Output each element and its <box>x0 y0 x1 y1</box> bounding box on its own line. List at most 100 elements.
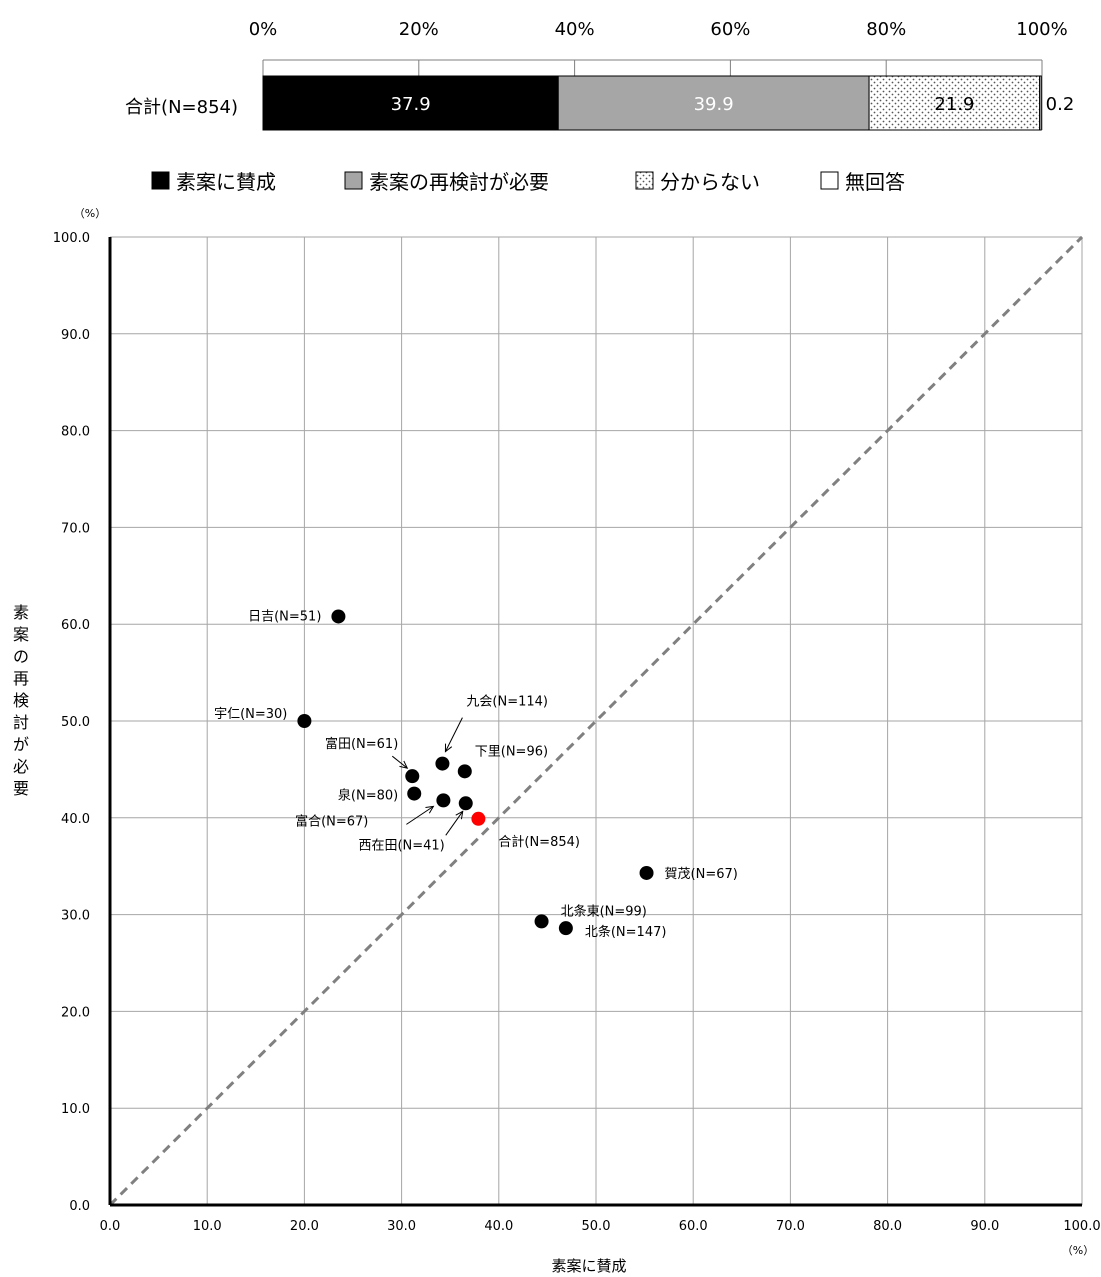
y-tick-labels: 0.0 10.0 20.0 30.0 40.0 50.0 60.0 70.0 80.0 90.0 1… <box>53 231 90 1214</box>
scatter-point <box>639 865 654 880</box>
bar-legend: 素案に賛成 素案の再検討が必要 分からない 無回答 <box>151 170 905 194</box>
y-axis-title-char: 要 <box>13 779 29 798</box>
x-tick-label: 0.0 <box>100 1219 121 1234</box>
bar-category-label: 合計(N=854) <box>125 97 238 118</box>
point-label: 宇仁(N=30) <box>214 707 287 722</box>
leader-arrow <box>391 755 408 769</box>
stacked-bar-chart: 0% 20% 40% 60% 80% 100% 37.9 39.9 21.9 0.2 合計(N=… <box>125 19 1074 194</box>
y-axis-title-char: 案 <box>13 625 29 644</box>
point-label: 賀茂(N=67) <box>665 867 738 882</box>
legend-label: 無回答 <box>845 170 905 194</box>
annotation-arrows <box>391 717 464 836</box>
x-axis-title: 素案に賛成 <box>551 1257 626 1275</box>
bar-tick-label: 40% <box>555 19 595 40</box>
scatter-point <box>405 769 420 784</box>
y-axis-title-char: の <box>13 647 29 666</box>
scatter-point <box>297 714 312 728</box>
scatter-point <box>558 921 573 936</box>
legend-label: 素案の再検討が必要 <box>369 170 549 194</box>
y-axis-title: 素案の再検討が必要 <box>13 603 29 798</box>
legend-swatch <box>151 171 170 190</box>
x-tick-label: 60.0 <box>679 1219 708 1234</box>
diagonal-reference-line <box>108 235 1084 1207</box>
leader-arrow <box>444 717 463 752</box>
y-tick-label: 60.0 <box>61 618 90 633</box>
x-unit-label: （%） <box>1062 1244 1094 1257</box>
y-axis-title-char: 検 <box>13 691 29 710</box>
y-tick-label: 30.0 <box>61 909 90 924</box>
leader-arrowhead <box>444 743 453 753</box>
point-label: 合計(N=854) <box>498 834 580 850</box>
x-tick-label: 100.0 <box>1063 1219 1100 1234</box>
bar-value-label: 21.9 <box>934 94 974 115</box>
point-label: 泉(N=80) <box>338 788 398 804</box>
bar-tick-label: 100% <box>1016 19 1067 40</box>
y-tick-label: 40.0 <box>61 812 90 827</box>
scatter-point <box>407 786 422 801</box>
point-label: 九会(N=114) <box>466 695 548 710</box>
bar-tick-label: 0% <box>249 19 278 40</box>
y-tick-label: 100.0 <box>53 231 90 246</box>
x-tick-label: 50.0 <box>582 1219 611 1234</box>
scatter-point <box>458 796 473 811</box>
point-label: 西在田(N=41) <box>358 838 444 853</box>
scatter-point <box>436 793 451 808</box>
y-axis-title-char: が <box>13 735 29 754</box>
y-axis-title-char: 素 <box>13 603 29 622</box>
reference-diagonal <box>108 235 1084 1207</box>
bar-segment-3 <box>868 75 1041 131</box>
bar-value-label: 0.2 <box>1046 94 1075 115</box>
bar-tick-label: 60% <box>710 19 750 40</box>
point-label: 下里(N=96) <box>475 744 548 759</box>
bar-segments: 37.9 39.9 21.9 0.2 <box>262 75 1075 131</box>
leader-arrow <box>406 805 434 825</box>
scatter-points <box>297 609 654 936</box>
leader-arrow <box>445 810 464 836</box>
bar-segment-1 <box>262 75 559 131</box>
point-label: 日吉(N=51) <box>248 609 321 624</box>
leader-arrowhead <box>399 760 409 769</box>
scatter-axes <box>108 237 1082 1207</box>
legend-swatch <box>344 171 363 190</box>
scatter-chart: 0.0 10.0 20.0 30.0 40.0 50.0 60.0 70.0 80.0 90.0 1… <box>13 207 1101 1275</box>
leader-arrowhead <box>455 810 464 820</box>
bar-segment-2 <box>557 75 870 131</box>
y-axis-title-char: 必 <box>13 757 29 776</box>
bar-tick-label: 80% <box>866 19 906 40</box>
legend-label: 素案に賛成 <box>176 170 276 194</box>
scatter-point <box>331 609 346 624</box>
x-tick-label: 30.0 <box>387 1219 416 1234</box>
y-tick-label: 0.0 <box>69 1199 90 1214</box>
scatter-point <box>471 811 486 826</box>
y-axis-title-char: 討 <box>13 713 29 732</box>
bar-segment-4 <box>1039 75 1042 131</box>
legend-swatch <box>820 171 839 190</box>
y-unit-label: （%） <box>74 207 106 220</box>
x-tick-label: 90.0 <box>970 1219 999 1234</box>
point-label: 富田(N=61) <box>325 736 398 752</box>
leader-arrowhead <box>425 805 435 814</box>
bar-value-label: 39.9 <box>694 94 734 115</box>
y-tick-label: 10.0 <box>61 1102 90 1117</box>
point-label: 北条(N=147) <box>585 924 667 940</box>
x-tick-label: 80.0 <box>873 1219 902 1234</box>
x-tick-labels: 0.0 10.0 20.0 30.0 40.0 50.0 60.0 70.0 80.0 90.0 1… <box>100 1219 1101 1234</box>
bar-value-label: 37.9 <box>391 94 431 115</box>
x-tick-label: 20.0 <box>290 1219 319 1234</box>
scatter-point <box>457 764 472 779</box>
point-label: 富合(N=67) <box>295 813 368 829</box>
y-tick-label: 70.0 <box>61 521 90 536</box>
y-axis-title-char: 再 <box>13 669 29 688</box>
y-tick-label: 50.0 <box>61 715 90 730</box>
y-tick-label: 20.0 <box>61 1005 90 1020</box>
scatter-point <box>435 756 450 771</box>
bar-tick-label: 20% <box>399 19 439 40</box>
scatter-point <box>534 914 549 929</box>
point-label: 北条東(N=99) <box>561 903 647 919</box>
x-tick-label: 10.0 <box>193 1219 222 1234</box>
y-tick-label: 90.0 <box>61 328 90 343</box>
legend-swatch <box>635 171 654 190</box>
x-tick-label: 40.0 <box>484 1219 513 1234</box>
y-tick-label: 80.0 <box>61 425 90 440</box>
